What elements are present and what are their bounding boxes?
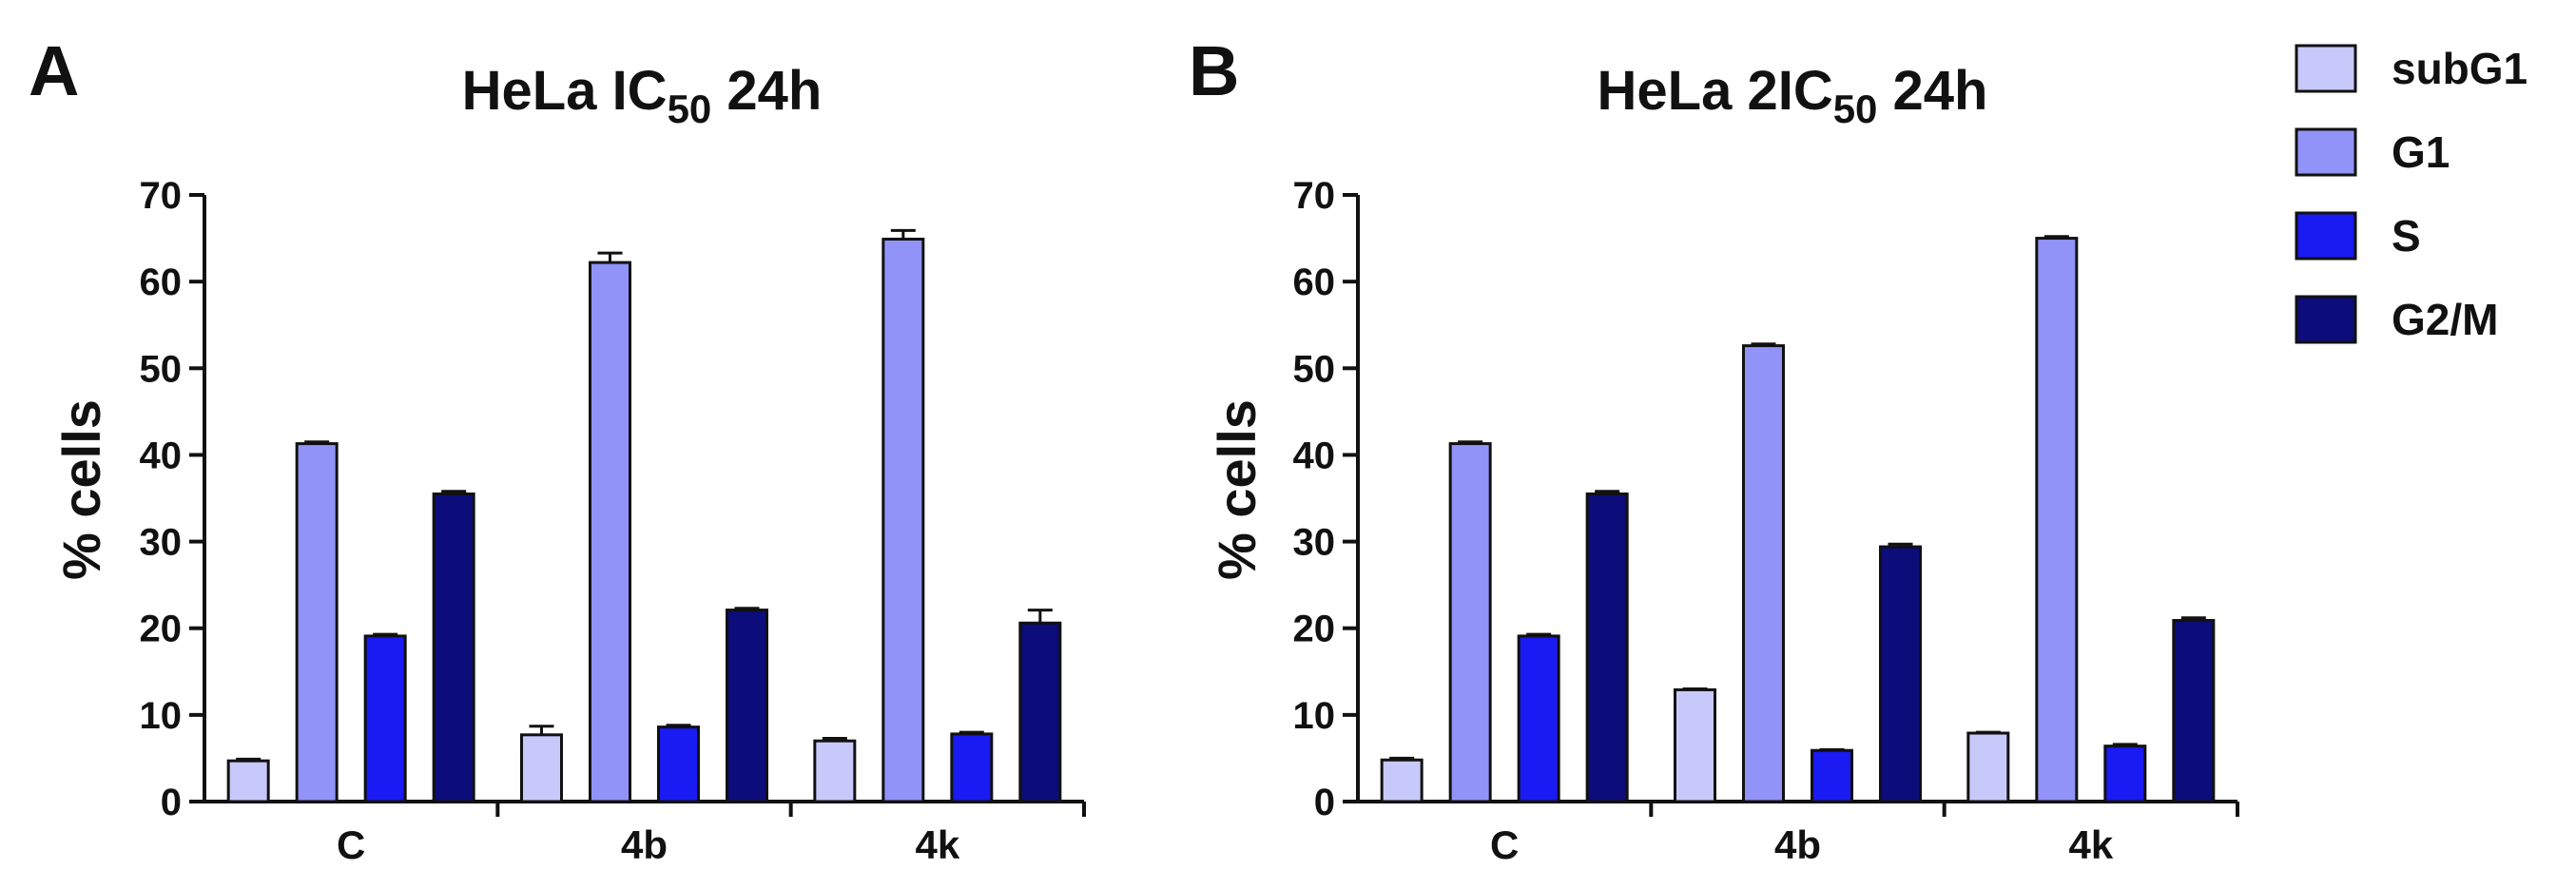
y-tick-label-b-40: 40 [1293, 435, 1336, 476]
legend-swatch-g2m [2295, 295, 2357, 344]
legend-swatch-subg1 [2295, 44, 2357, 93]
title-prefix-a: HeLa IC [462, 60, 668, 122]
plot-area-b: 0 10 20 30 40 50 60 70 C 4b 4k [1293, 175, 2239, 867]
chart-title-a: HeLa IC50 24h [462, 60, 823, 131]
legend-item-g1: G1 [2295, 127, 2450, 177]
title-suffix-a: 24h [711, 60, 822, 122]
bar-b-s-c [1517, 634, 1560, 803]
legend-label-g1: G1 [2392, 127, 2450, 177]
bar-a-g1-4b [589, 261, 631, 803]
y-tick-label-a-70: 70 [140, 175, 183, 217]
x-tick-label-a-4b: 4b [621, 822, 668, 867]
legend-item-g2m: G2/M [2295, 295, 2498, 344]
bar-b-g2m-4b [1879, 545, 1922, 803]
y-axis-title-b: % cells [1207, 399, 1267, 580]
panel-label-b: B [1189, 31, 1239, 110]
bar-b-g1-c [1448, 442, 1492, 803]
bar-b-g2m-4k [2172, 619, 2216, 803]
y-tick-label-a-20: 20 [140, 609, 183, 650]
x-tick-label-a-c: C [337, 822, 365, 867]
legend-swatch-s [2295, 211, 2357, 261]
legend-label-g2m: G2/M [2392, 295, 2498, 344]
y-tick-label-b-50: 50 [1293, 348, 1336, 390]
bar-a-subg1-4k [813, 739, 857, 803]
x-tick-label-b-4k: 4k [2068, 822, 2113, 867]
y-tick-label-a-10: 10 [140, 695, 183, 737]
bar-a-s-c [363, 634, 407, 803]
title-subscript-a: 50 [668, 87, 712, 131]
bar-a-subg1-4b [520, 733, 563, 803]
title-suffix-b: 24h [1877, 60, 1987, 122]
plot-area-a: 0 10 20 30 40 50 60 70 C 4b 4k [140, 175, 1086, 867]
y-tick-label-b-30: 30 [1293, 522, 1336, 564]
x-tick-label-a-4k: 4k [915, 822, 959, 867]
bar-a-subg1-c [226, 759, 270, 803]
bar-a-g1-4k [881, 237, 925, 803]
legend: subG1 G1 S G2/M [2295, 44, 2528, 344]
bar-a-s-4b [657, 726, 700, 803]
y-tick-label-a-30: 30 [140, 522, 183, 564]
x-tick-label-b-c: C [1490, 822, 1519, 867]
bar-b-g1-4b [1742, 344, 1785, 803]
bar-b-g2m-c [1585, 492, 1629, 803]
y-axis-title-a: % cells [51, 399, 111, 580]
panel-label-a: A [29, 31, 79, 110]
bar-a-g1-c [295, 442, 339, 803]
y-tick-label-a-60: 60 [140, 261, 183, 303]
bar-a-g2m-c [432, 492, 475, 803]
y-tick-label-a-40: 40 [140, 435, 183, 476]
legend-label-subg1: subG1 [2392, 44, 2528, 93]
x-tick-label-b-4b: 4b [1774, 822, 1821, 867]
chart-title-b: HeLa 2IC50 24h [1598, 60, 1988, 131]
bar-a-s-4k [950, 732, 994, 803]
bar-b-subg1-c [1380, 758, 1424, 803]
y-tick-label-b-70: 70 [1293, 175, 1336, 217]
bar-b-g1-4k [2035, 237, 2079, 803]
title-prefix-b: HeLa 2IC [1598, 60, 1833, 122]
y-tick-label-b-20: 20 [1293, 609, 1336, 650]
legend-item-subg1: subG1 [2295, 44, 2528, 93]
panel-b: B HeLa 2IC50 24h % cells 010203040506070… [1189, 31, 2239, 867]
legend-swatch-g1 [2295, 127, 2357, 177]
bar-a-g2m-4b [726, 609, 768, 803]
bar-b-subg1-4k [1966, 731, 2010, 803]
y-tick-label-a-50: 50 [140, 348, 183, 390]
y-tick-label-b-10: 10 [1293, 695, 1336, 737]
legend-label-s: S [2392, 211, 2421, 261]
y-tick-label-b-0: 0 [1314, 782, 1335, 823]
y-tick-label-b-60: 60 [1293, 261, 1336, 303]
legend-item-s: S [2295, 211, 2421, 261]
title-subscript-b: 50 [1833, 87, 1878, 131]
panel-a: A HeLa IC50 24h % cells 010203040506070C… [29, 31, 1086, 867]
bar-b-subg1-4b [1674, 687, 1716, 803]
bar-a-g2m-4k [1018, 621, 1062, 803]
y-tick-label-a-0: 0 [161, 782, 182, 823]
bar-b-s-4k [2103, 745, 2147, 803]
bar-b-s-4b [1811, 748, 1853, 803]
